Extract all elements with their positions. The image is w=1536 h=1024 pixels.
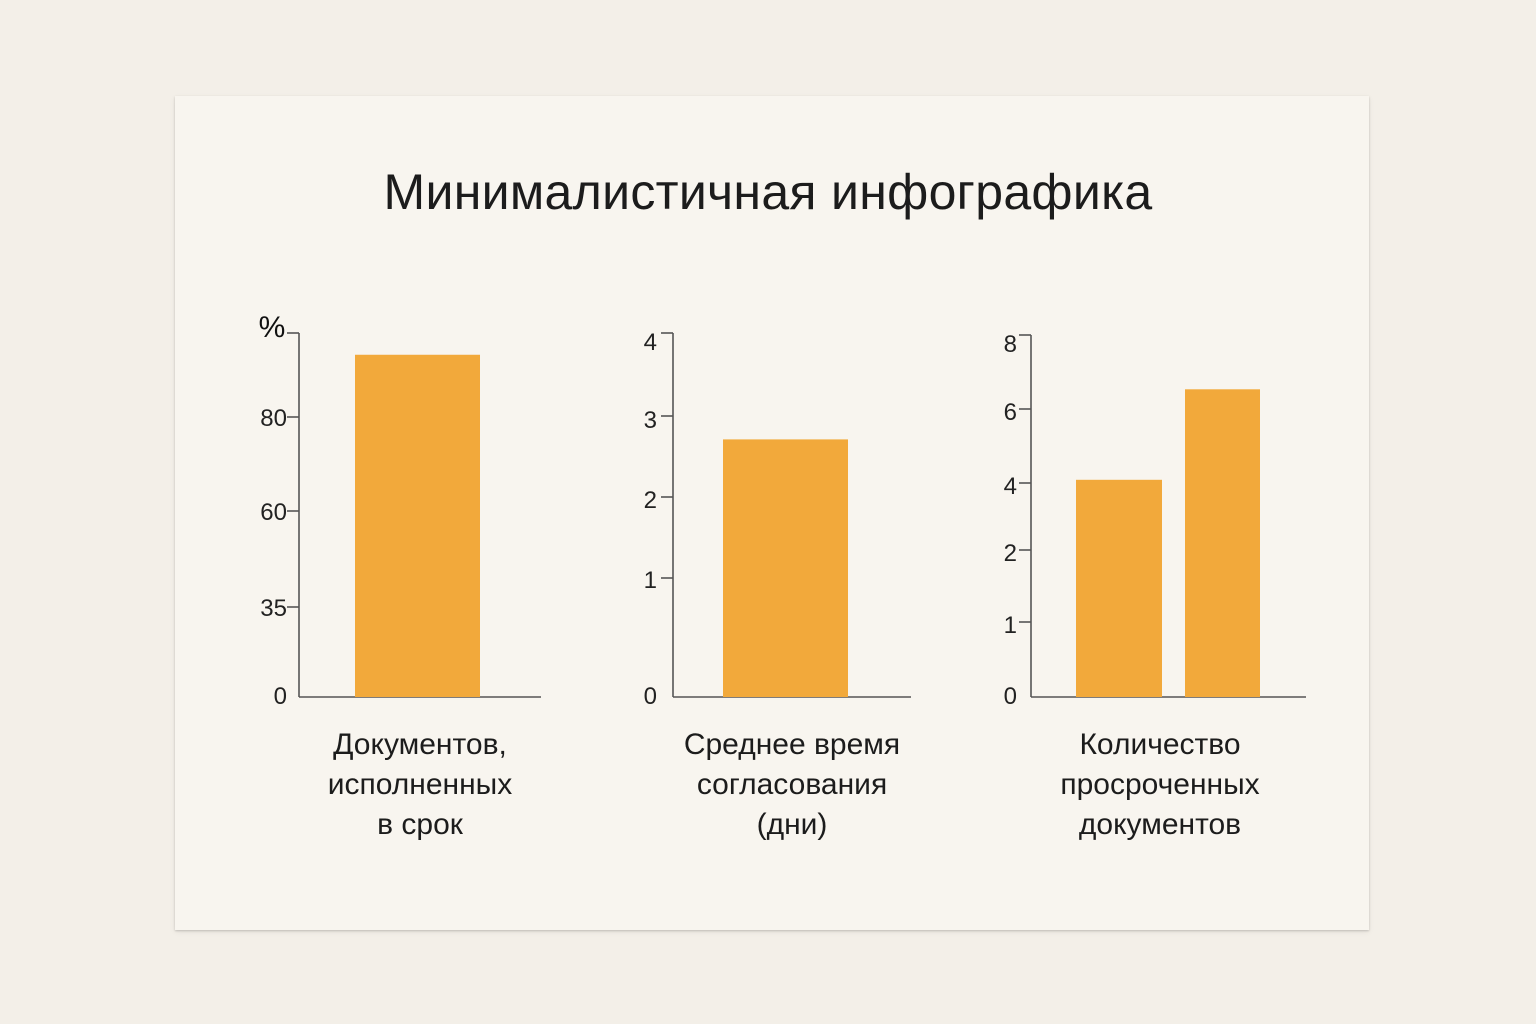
chart-caption-line: исполненных (328, 768, 512, 801)
chart-caption-line: согласования (697, 768, 887, 801)
unit-label: % (259, 311, 286, 344)
chart-caption-line: документов (1079, 808, 1241, 841)
tick-label: 0 (274, 683, 287, 710)
tick-label: 60 (260, 499, 287, 526)
tick-label: 6 (1004, 399, 1017, 426)
tick-label: 4 (644, 329, 657, 356)
bar (1076, 479, 1162, 697)
chart-caption-line: (дни) (757, 808, 828, 841)
tick-label: 2 (1004, 540, 1017, 567)
chart-caption-line: просроченных (1060, 768, 1259, 801)
tick-label: 35 (260, 595, 287, 622)
tick-label: 1 (644, 567, 657, 594)
tick-label: 80 (260, 405, 287, 432)
tick-label: 0 (644, 683, 657, 710)
tick-label: 8 (1004, 331, 1017, 358)
tick-label: 3 (644, 407, 657, 434)
bar (1185, 389, 1260, 697)
infographic-title: Минималистичная инфографика (383, 164, 1153, 220)
bar (723, 439, 848, 697)
tick-label: 1 (1004, 612, 1017, 639)
tick-label: 2 (644, 487, 657, 514)
chart-caption-line: в срок (377, 808, 464, 841)
bar (355, 354, 480, 697)
chart-caption-line: Документов, (333, 728, 507, 761)
tick-label: 4 (1004, 473, 1017, 500)
chart-caption-line: Среднее время (684, 728, 900, 761)
tick-label: 0 (1004, 683, 1017, 710)
chart-caption-line: Количество (1079, 728, 1240, 761)
